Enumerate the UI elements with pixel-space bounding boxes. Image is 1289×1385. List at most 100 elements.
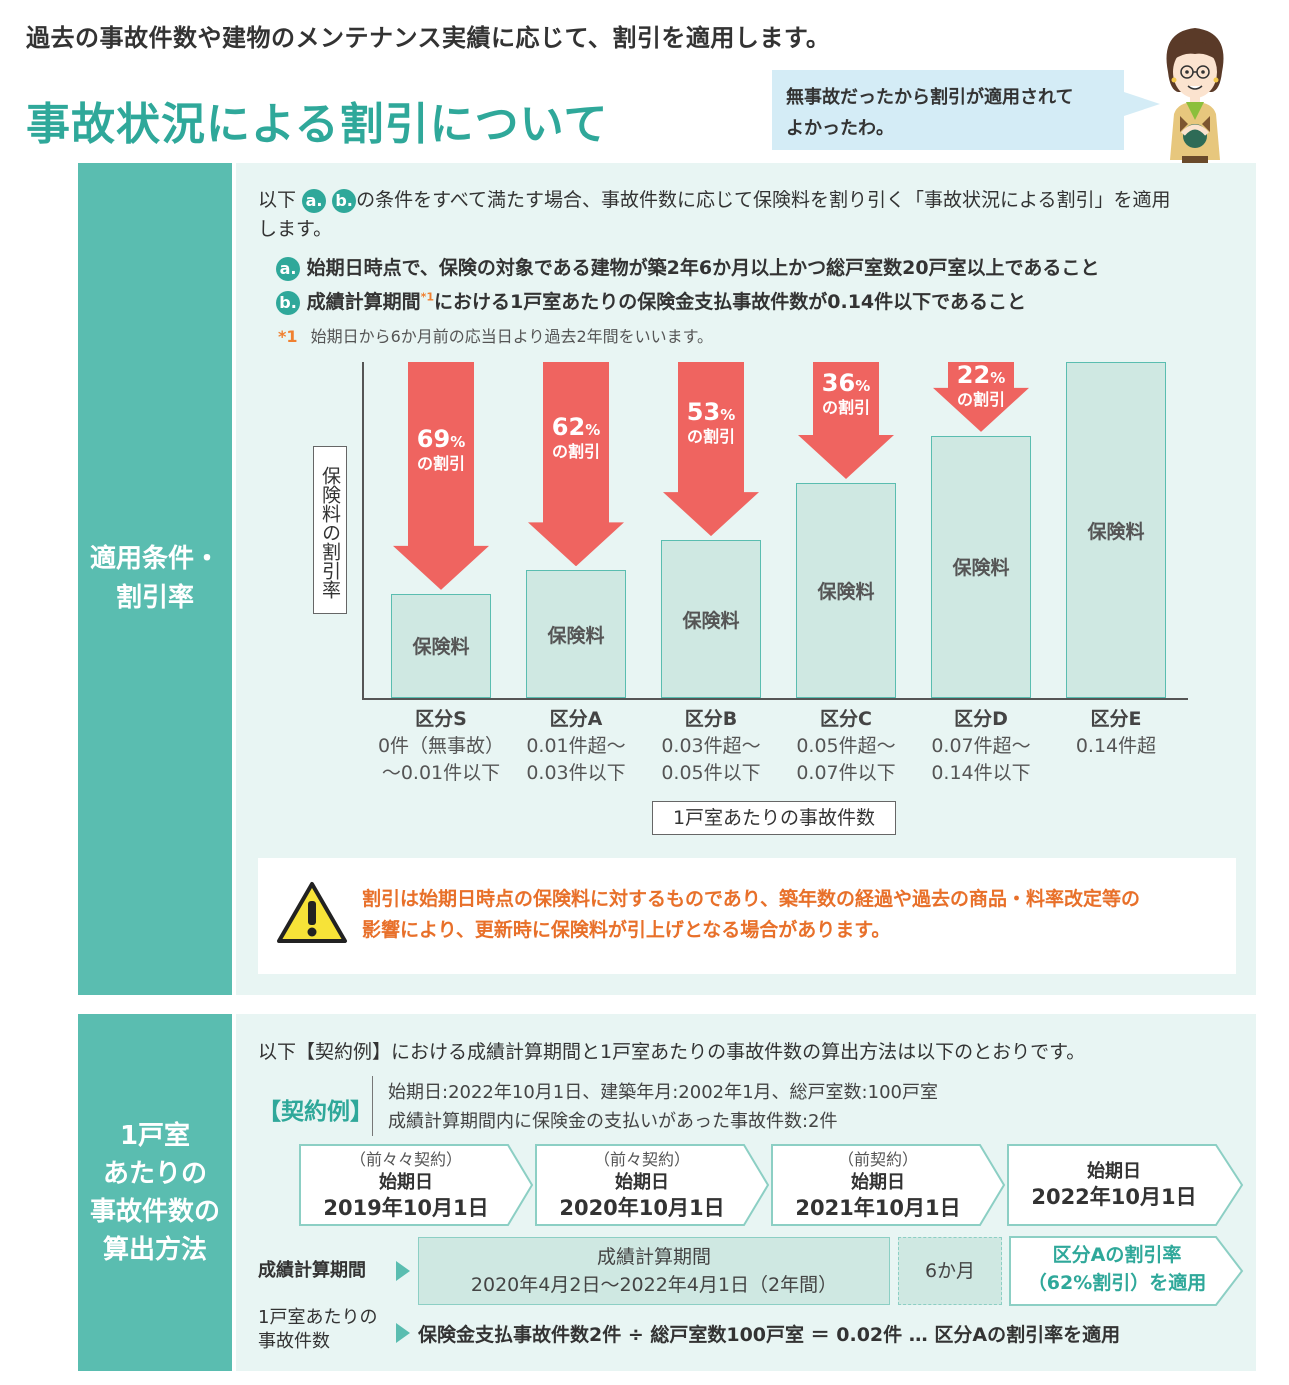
speech-bubble: 無事故だったから割引が適用されて よかったわ。 bbox=[772, 70, 1124, 150]
section2-sidebar: 1戸室 あたりの 事故件数の 算出方法 bbox=[78, 1014, 232, 1371]
speech-bubble-line1: 無事故だったから割引が適用されて bbox=[786, 87, 1074, 108]
timeline-step-4-shape bbox=[1007, 1144, 1244, 1226]
discount-suffix: の割引 bbox=[686, 427, 735, 447]
discount-label: 53% の割引 bbox=[666, 398, 756, 448]
chart-category-name: 区分A bbox=[549, 708, 603, 730]
condition-b-badge: b. bbox=[276, 290, 300, 315]
timeline-step-2: （前々契約） 始期日 2020年10月1日 bbox=[536, 1145, 748, 1225]
period-row-arrow-icon bbox=[396, 1261, 410, 1281]
warning-box bbox=[258, 858, 1236, 974]
discount-suffix: の割引 bbox=[416, 453, 465, 473]
discount-percent-sign: % bbox=[720, 406, 736, 425]
warning-icon bbox=[277, 882, 347, 943]
count-label-line1: 1戸室あたりの bbox=[258, 1307, 378, 1328]
chart-category-name: 区分S bbox=[415, 708, 467, 730]
chart-bar: 保険料 bbox=[661, 540, 761, 698]
step-3-label: 始期日 bbox=[851, 1171, 905, 1193]
section2-lead: 以下【契約例】における成績計算期間と1戸室あたりの事故件数の算出方法は以下のとお… bbox=[258, 1041, 1086, 1063]
calc-text: 保険金支払事故件数2件 ÷ 総戸室数100戸室 ＝ 0.02件 … 区分Aの割引… bbox=[418, 1324, 1121, 1346]
discount-suffix: の割引 bbox=[551, 442, 600, 462]
period-title: 成績計算期間 bbox=[596, 1246, 711, 1268]
discount-arrow bbox=[528, 362, 624, 567]
chart-category-name: 区分E bbox=[1090, 708, 1142, 730]
chart-category-range2: 0.14件以下 bbox=[931, 762, 1031, 784]
section1-side-line1: 適用条件・ bbox=[89, 544, 220, 574]
speech-bubble-tail bbox=[1124, 92, 1160, 116]
example-label: 【契約例】 bbox=[258, 1099, 373, 1125]
step-4-date: 2022年10月1日 bbox=[1031, 1184, 1197, 1209]
condition-a-badge: a. bbox=[276, 256, 300, 281]
section2-side-line1: 1戸室 bbox=[119, 1120, 191, 1151]
speech-bubble-line2: よかったわ。 bbox=[786, 118, 894, 139]
lead-line2: します。 bbox=[258, 218, 333, 240]
section2-side-line4: 算出方法 bbox=[102, 1234, 207, 1265]
footnote-mark: *1 bbox=[420, 290, 435, 304]
discount-percent: 62% bbox=[551, 413, 601, 442]
count-label-line2: 事故件数 bbox=[258, 1331, 330, 1352]
discount-suffix: の割引 bbox=[956, 390, 1005, 409]
timeline-step-2-shape bbox=[535, 1144, 770, 1226]
result-line1: 区分Aの割引率 bbox=[1052, 1244, 1182, 1266]
chart-bar: 保険料 bbox=[796, 482, 896, 698]
chart-category-range1: 0.05件超〜 bbox=[796, 735, 896, 757]
section1-lead: 以下 a. b. の条件をすべて満たす場合、事故件数に応じて保険料を割り引く「事故… bbox=[258, 186, 1248, 244]
period-box: 成績計算期間 2020年4月2日〜2022年4月1日（2年間） bbox=[418, 1237, 890, 1305]
timeline-step-1-shape bbox=[299, 1144, 534, 1226]
step-4-label: 始期日 bbox=[1087, 1160, 1141, 1182]
chart-category-label: 区分D 0.07件超〜 0.14件以下 bbox=[913, 706, 1049, 787]
chart-category-label: 区分C 0.05件超〜 0.07件以下 bbox=[778, 706, 914, 787]
chart-category-range2: 0.05件以下 bbox=[661, 762, 761, 784]
section1-sidebar: 適用条件・ 割引率 bbox=[78, 163, 232, 995]
footnote-text: 始期日から6か月前の応当日より過去2年間をいいます。 bbox=[310, 327, 714, 346]
discount-percent: 53% bbox=[686, 398, 736, 427]
warning-line2: 影響により、更新時に保険料が引上げとなる場合があります。 bbox=[362, 919, 891, 941]
chart-bar: 保険料 bbox=[526, 570, 626, 698]
example-text: 始期日:2022年10月1日、建築年月:2002年1月、総戸室数:100戸室 成… bbox=[388, 1078, 938, 1136]
step-2-label: 始期日 bbox=[615, 1171, 669, 1193]
condition-b-text-pre: 成績計算期間 bbox=[306, 291, 421, 313]
badge-b: b. bbox=[332, 188, 357, 213]
chart-x-label: 1戸室あたりの事故件数 bbox=[652, 801, 896, 835]
step-1-tag: （前々々契約） bbox=[349, 1149, 462, 1169]
condition-b: b. 成績計算期間*1における1戸室あたりの保険金支払事故件数が0.14件以下で… bbox=[276, 287, 1246, 315]
example-divider bbox=[372, 1076, 373, 1136]
chart-y-axis bbox=[362, 362, 364, 700]
discount-suffix: の割引 bbox=[821, 398, 870, 418]
chart-bar: 保険料 bbox=[1066, 362, 1166, 698]
discount-label: 62% の割引 bbox=[531, 413, 621, 463]
page-title: 事故状況による割引について bbox=[26, 99, 609, 150]
step-2-date: 2020年10月1日 bbox=[559, 1195, 725, 1220]
timeline-step-1: （前々々契約） 始期日 2019年10月1日 bbox=[300, 1145, 512, 1225]
lead-suffix: の条件をすべて満たす場合、事故件数に応じて保険料を割り引く「事故状況による割引」… bbox=[356, 189, 1171, 211]
chart-category-label: 区分B 0.03件超〜 0.05件以下 bbox=[643, 706, 779, 787]
six-months-box: 6か月 bbox=[898, 1237, 1002, 1305]
footnote-note-mark: *1 bbox=[278, 327, 298, 346]
timeline-chevrons bbox=[299, 1144, 1244, 1226]
condition-a: a. 始期日時点で、保険の対象である建物が築2年6か月以上かつ総戸室数20戸室以… bbox=[276, 253, 1246, 281]
chart-category-range1: 0.01件超〜 bbox=[526, 735, 626, 757]
section2-side-line2: あたりの bbox=[102, 1158, 207, 1189]
chart-category-range1: 0件（無事故） bbox=[377, 735, 505, 757]
condition-b-text-post: における1戸室あたりの保険金支払事故件数が0.14件以下であること bbox=[434, 291, 1026, 313]
intro-text: 過去の事故件数や建物のメンテナンス実績に応じて、割引を適用します。 bbox=[26, 24, 831, 52]
step-3-date: 2021年10月1日 bbox=[795, 1195, 961, 1220]
discount-arrow bbox=[798, 362, 894, 479]
period-range: 2020年4月2日〜2022年4月1日（2年間） bbox=[470, 1274, 838, 1296]
discount-label: 22% の割引 bbox=[936, 361, 1026, 411]
discount-arrow bbox=[933, 362, 1029, 432]
step-3-tag: （前契約） bbox=[837, 1149, 918, 1169]
timeline-step-3: （前契約） 始期日 2021年10月1日 bbox=[772, 1145, 984, 1225]
discount-percent: 22% bbox=[956, 361, 1006, 389]
discount-arrow bbox=[393, 362, 489, 590]
timeline-step-4: 始期日 2022年10月1日 bbox=[1008, 1145, 1220, 1225]
chart-category-range2: 0.07件以下 bbox=[796, 762, 896, 784]
step-2-tag: （前々契約） bbox=[593, 1149, 690, 1169]
footnote: *1 始期日から6か月前の応当日より過去2年間をいいます。 bbox=[278, 323, 713, 347]
discount-percent: 69% bbox=[416, 424, 466, 453]
chart-category-label: 区分E 0.14件超 bbox=[1048, 706, 1184, 760]
result-chevron bbox=[1009, 1236, 1244, 1306]
chart-category-range2: 〜0.01件以下 bbox=[381, 762, 501, 784]
discount-percent: 36% bbox=[821, 369, 871, 398]
step-1-date: 2019年10月1日 bbox=[323, 1195, 489, 1220]
chart-category-range2: 0.03件以下 bbox=[526, 762, 626, 784]
